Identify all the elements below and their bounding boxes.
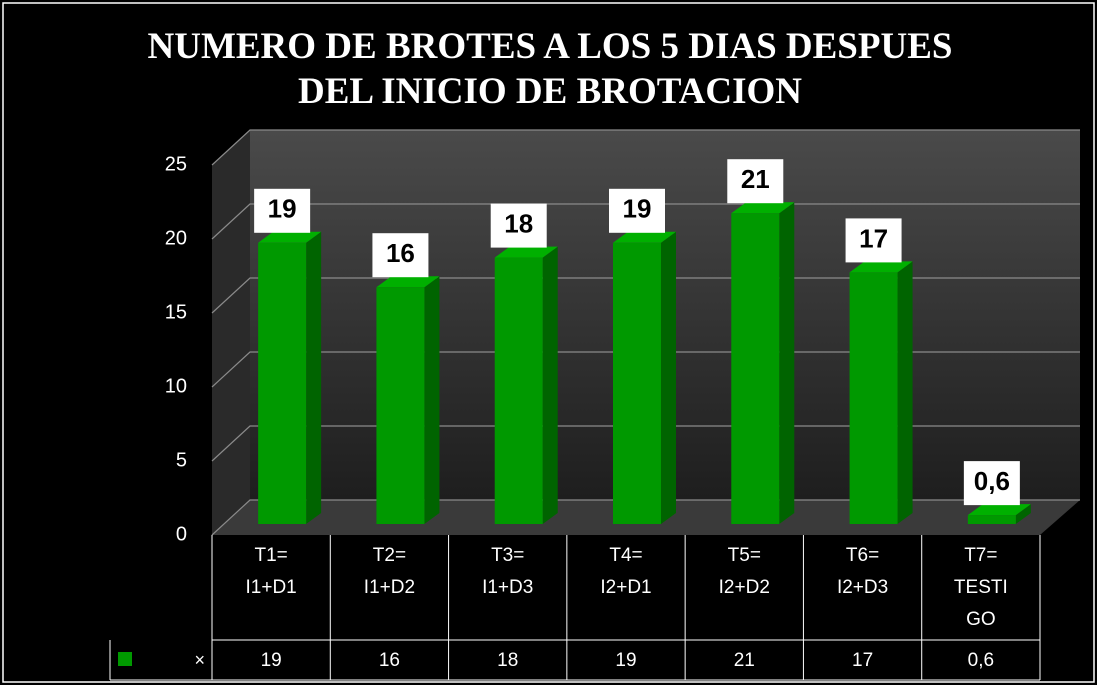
x-tick-label: T2= I1+D2 [363,545,416,598]
table-value: 19 [615,650,636,671]
bar [967,515,1016,524]
bar-top [494,246,558,258]
data-label: 19 [623,194,652,224]
bar [494,257,543,524]
chart-title: NUMERO DE BROTES A LOS 5 DIAS DESPUES DE… [147,26,953,112]
data-label: 21 [741,164,770,194]
y-tick-label: 20 [165,227,187,249]
grid-line [211,499,1080,536]
data-label: 17 [859,223,888,253]
grid-line [211,277,1080,314]
y-tick-label: 25 [165,153,187,175]
grid-line [211,129,1080,166]
grid-line [211,351,1080,388]
table-value: 16 [379,650,400,671]
y-tick-label: 10 [165,375,187,397]
table-value: 0,6 [968,650,994,671]
side-wall [212,130,250,535]
y-tick-label: 0 [176,523,187,545]
table-value: 17 [852,650,873,671]
grid-line [211,425,1080,462]
data-label-box [609,188,665,233]
x-tick-label: T7= TESTIGO [953,545,1008,630]
legend-label: × [194,650,205,670]
bar-side [306,231,322,525]
bar-side [661,231,676,525]
bar-top [731,202,795,214]
data-label: 0,6 [974,466,1010,496]
data-label: 16 [386,238,415,268]
table-value: 18 [497,650,518,671]
bar-top [258,231,322,243]
data-label: 18 [504,208,533,238]
table-value: 19 [261,650,282,671]
bar-side [779,202,795,524]
bar [849,272,898,524]
data-label: 19 [268,194,297,224]
data-label-box [727,159,784,204]
bar [731,213,780,524]
bar-side [897,261,913,524]
bar-top [849,261,913,273]
y-tick-label: 15 [165,301,187,323]
bar-side [424,276,440,524]
bar [258,242,307,525]
bar [613,242,661,525]
x-tick-label: T5= I2+D2 [718,545,770,598]
bar [376,287,425,524]
data-label-box [372,233,429,278]
bar-side [542,246,558,524]
x-tick-label: T6= I2+D3 [836,545,889,598]
x-tick-label: T3= I1+D3 [482,545,534,598]
y-tick-label: 5 [176,449,187,471]
table-value: 21 [734,650,755,671]
x-tick-label: T1= I1+D1 [245,545,297,598]
data-label-box [254,188,311,233]
data-label-box [963,461,1020,506]
data-label-box [845,218,902,263]
x-tick-label: T4= I2+D1 [600,545,652,598]
grid-line [211,203,1080,240]
data-label-box [490,203,547,248]
bar-top [376,276,440,288]
bar-top [613,231,676,243]
bar-top [967,504,1031,516]
legend-key [118,652,132,666]
bar-side [1015,504,1031,524]
